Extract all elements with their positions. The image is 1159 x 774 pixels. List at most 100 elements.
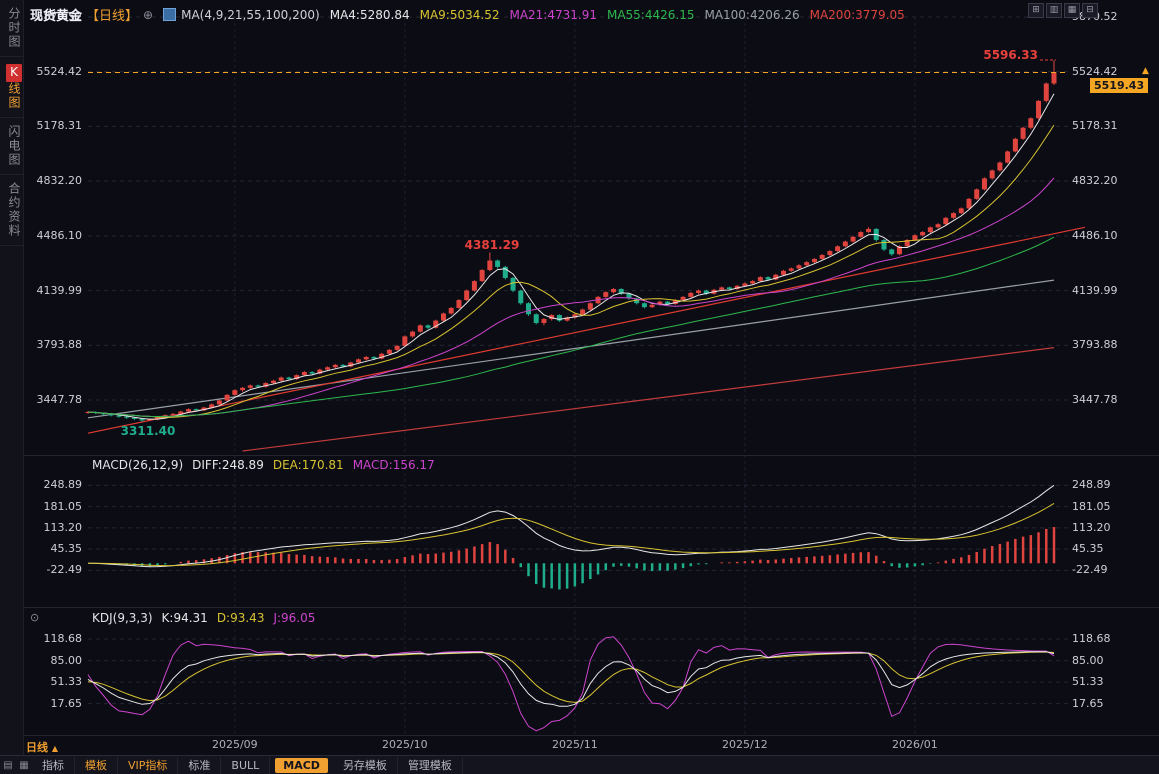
add-indicator-icon[interactable]: ⊕ xyxy=(143,7,154,22)
ma-legend-value: MA200:3779.05 xyxy=(809,7,905,22)
kdj-d-value: D:93.43 xyxy=(216,611,265,625)
month-gridlines xyxy=(234,17,916,734)
k-line xyxy=(87,651,1055,707)
panel-separators xyxy=(24,455,1159,736)
indicator-style-icon[interactable] xyxy=(163,8,177,21)
kdj-tick-label: 51.33 xyxy=(1072,675,1104,689)
macd-tick-label: 113.20 xyxy=(1072,520,1111,534)
ma55-line xyxy=(87,236,1055,418)
ma-legend-value: MA100:4206.26 xyxy=(704,7,800,22)
macd-histogram xyxy=(94,527,1056,590)
candlestick-series xyxy=(85,60,1057,422)
sidebar-tab-K线图[interactable]: K线图 xyxy=(0,57,23,118)
bottom-tab-指标[interactable]: 指标 xyxy=(32,756,75,774)
ma100-line xyxy=(87,279,1055,419)
sidebar-tab-分时图[interactable]: 分时图 xyxy=(0,0,23,57)
single-layout-icon[interactable]: ▥ xyxy=(1046,3,1062,18)
collapse-icon[interactable]: ⊟ xyxy=(1082,3,1098,18)
price-tick-label: 3447.78 xyxy=(1072,393,1118,406)
macd-gridlines xyxy=(88,484,1068,571)
macd-tick-label: 45.35 xyxy=(50,542,83,556)
macd-tick-label: 181.05 xyxy=(1072,499,1111,513)
low-price-annotation: 3311.40 xyxy=(120,424,176,438)
price-tick-label: 5178.31 xyxy=(1072,119,1118,133)
kdj-tick-label: 118.68 xyxy=(43,632,83,646)
ma-lines xyxy=(87,93,1055,420)
price-tick-label: 4486.10 xyxy=(36,228,83,242)
ma-legend-value: MA21:4731.91 xyxy=(509,7,597,22)
macd-tick-label: -22.49 xyxy=(1072,563,1108,577)
sidebar-tab-闪电图[interactable]: 闪电图 xyxy=(0,118,23,175)
kdj-j-value: J:96.05 xyxy=(273,611,316,625)
month-tick-label: 2025/09 xyxy=(211,738,258,751)
high-price-annotation: 5596.33 xyxy=(983,48,1038,62)
macd-tick-label: 181.05 xyxy=(43,499,83,513)
ma200-line xyxy=(242,347,1055,452)
grid-layout-icon[interactable]: ▦ xyxy=(1064,3,1080,18)
ma-legend-value: MA4:5280.84 xyxy=(329,7,410,22)
kdj-tick-label: 85.00 xyxy=(50,653,83,667)
trend-line xyxy=(87,226,1086,434)
price-tick-label: 5524.42 xyxy=(36,64,83,78)
price-tick-label: 4832.20 xyxy=(1072,174,1118,188)
price-tick-label: 4139.99 xyxy=(1072,283,1118,297)
month-tick-label: 2025/10 xyxy=(381,738,428,751)
macd-tick-label: 45.35 xyxy=(1072,542,1104,556)
bottom-tab-模板[interactable]: 模板 xyxy=(75,756,118,774)
kdj-tick-label: 51.33 xyxy=(50,675,83,689)
list-view-icon[interactable]: ▤ xyxy=(3,759,13,771)
price-tick-label: 4832.20 xyxy=(36,174,83,188)
month-tick-label: 2025/11 xyxy=(552,738,598,751)
bottom-tab-VIP指标[interactable]: VIP指标 xyxy=(118,756,179,774)
bottom-tab-管理模板[interactable]: 管理模板 xyxy=(398,756,463,774)
bottom-tab-标准[interactable]: 标准 xyxy=(178,756,222,774)
macd-dea-value: DEA:170.81 xyxy=(272,458,344,472)
price-tick-label: 5178.31 xyxy=(36,119,83,133)
ma4-line xyxy=(87,93,1055,420)
ma-legend: MA4:5280.84 MA9:5034.52 MA21:4731.91 MA55:4… xyxy=(330,8,915,22)
month-tick-label: 2025/12 xyxy=(722,738,768,751)
price-tick-label: 3447.78 xyxy=(36,393,83,406)
ma21-line xyxy=(87,177,1055,418)
bottom-tab-BULL[interactable]: BULL xyxy=(221,756,271,774)
macd-title: MACD(26,12,9) xyxy=(92,458,184,472)
kdj-tick-label: 17.65 xyxy=(50,696,83,710)
window-controls: ⊞ ▥ ▦ ⊟ xyxy=(1026,3,1098,18)
kdj-tick-label: 17.65 xyxy=(1072,696,1104,710)
period-tag: 【日线】 xyxy=(86,9,139,24)
sidebar-tab-合约资料[interactable]: 合约资料 xyxy=(0,175,23,246)
last-price-line xyxy=(88,59,1068,74)
ma-settings-label: MA(4,9,21,55,100,200) xyxy=(181,7,320,22)
ma9-line xyxy=(87,124,1055,418)
kdj-tick-label: 85.00 xyxy=(1072,653,1104,667)
price-tick-label: 4139.99 xyxy=(36,283,83,297)
chart-header: 现货黄金 【日线】 ⊕ MA(4,9,21,55,100,200) MA4:52… xyxy=(30,5,915,25)
bottom-tab-MACD[interactable]: MACD xyxy=(275,757,328,773)
macd-tick-label: -22.49 xyxy=(46,563,82,577)
symbol-name: 现货黄金 xyxy=(30,9,83,24)
price-tick-label: 5524.42 xyxy=(1072,64,1118,78)
chevron-up-icon: ▲ xyxy=(51,744,58,753)
price-up-arrow-icon: ▲ xyxy=(1142,66,1149,76)
diff-line xyxy=(87,484,1055,568)
kdj-lines xyxy=(87,636,1055,732)
price-tick-label: 5870.52 xyxy=(36,10,83,23)
last-price-label: 5519.43 xyxy=(1090,78,1149,93)
left-sidebar: 分时图 K线图 闪电图 合约资料 xyxy=(0,0,24,756)
bottom-tab-另存模板[interactable]: 另存模板 xyxy=(333,756,398,774)
add-window-icon[interactable]: ⊞ xyxy=(1028,3,1044,18)
price-tick-label: 3793.88 xyxy=(1072,338,1118,352)
dea-line xyxy=(88,502,1055,567)
kdj-title: KDJ(9,3,3) xyxy=(92,611,153,625)
macd-tick-label: 248.89 xyxy=(1072,478,1111,492)
ma-legend-value: MA9:5034.52 xyxy=(419,7,500,22)
month-tick-label: 2026/01 xyxy=(892,738,938,751)
period-selector[interactable]: 日线 ▲ xyxy=(26,741,58,754)
kdj-settings-icon[interactable]: ⊙ xyxy=(30,611,40,624)
macd-diff-value: DIFF:248.89 xyxy=(192,458,264,472)
grid-view-icon[interactable]: ▦ xyxy=(19,759,29,771)
ma-legend-value: MA55:4426.15 xyxy=(606,7,695,22)
macd-macd-value: MACD:156.17 xyxy=(352,458,435,472)
macd-lines xyxy=(87,484,1055,568)
